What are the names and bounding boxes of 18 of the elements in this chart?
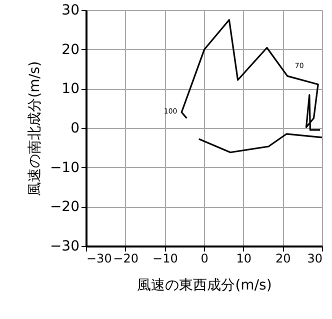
line-series (180, 19, 321, 131)
y-tick-label: 20 (62, 42, 80, 58)
y-tick-label: 10 (62, 81, 80, 98)
x-tick-label: 0 (200, 252, 208, 266)
x-tick-label: 10 (236, 252, 252, 266)
x-tick-label: 20 (276, 252, 291, 266)
x-tick-label: −30 (86, 252, 112, 266)
y-tick-label: 0 (70, 120, 80, 136)
x-tick-label: 30 (307, 252, 322, 266)
x-tick-label: −20 (113, 252, 138, 266)
x-tick-label: −10 (152, 252, 178, 266)
line-series (198, 133, 323, 154)
y-tick-label: −30 (50, 238, 80, 254)
y-tick-label: 30 (62, 2, 80, 18)
y-axis-title: 風速の南北成分(m/s) (26, 61, 43, 196)
y-tick-label: −10 (50, 160, 80, 176)
x-axis-title: 風速の東西成分(m/s) (137, 278, 272, 294)
y-tick-label: −20 (50, 199, 80, 216)
